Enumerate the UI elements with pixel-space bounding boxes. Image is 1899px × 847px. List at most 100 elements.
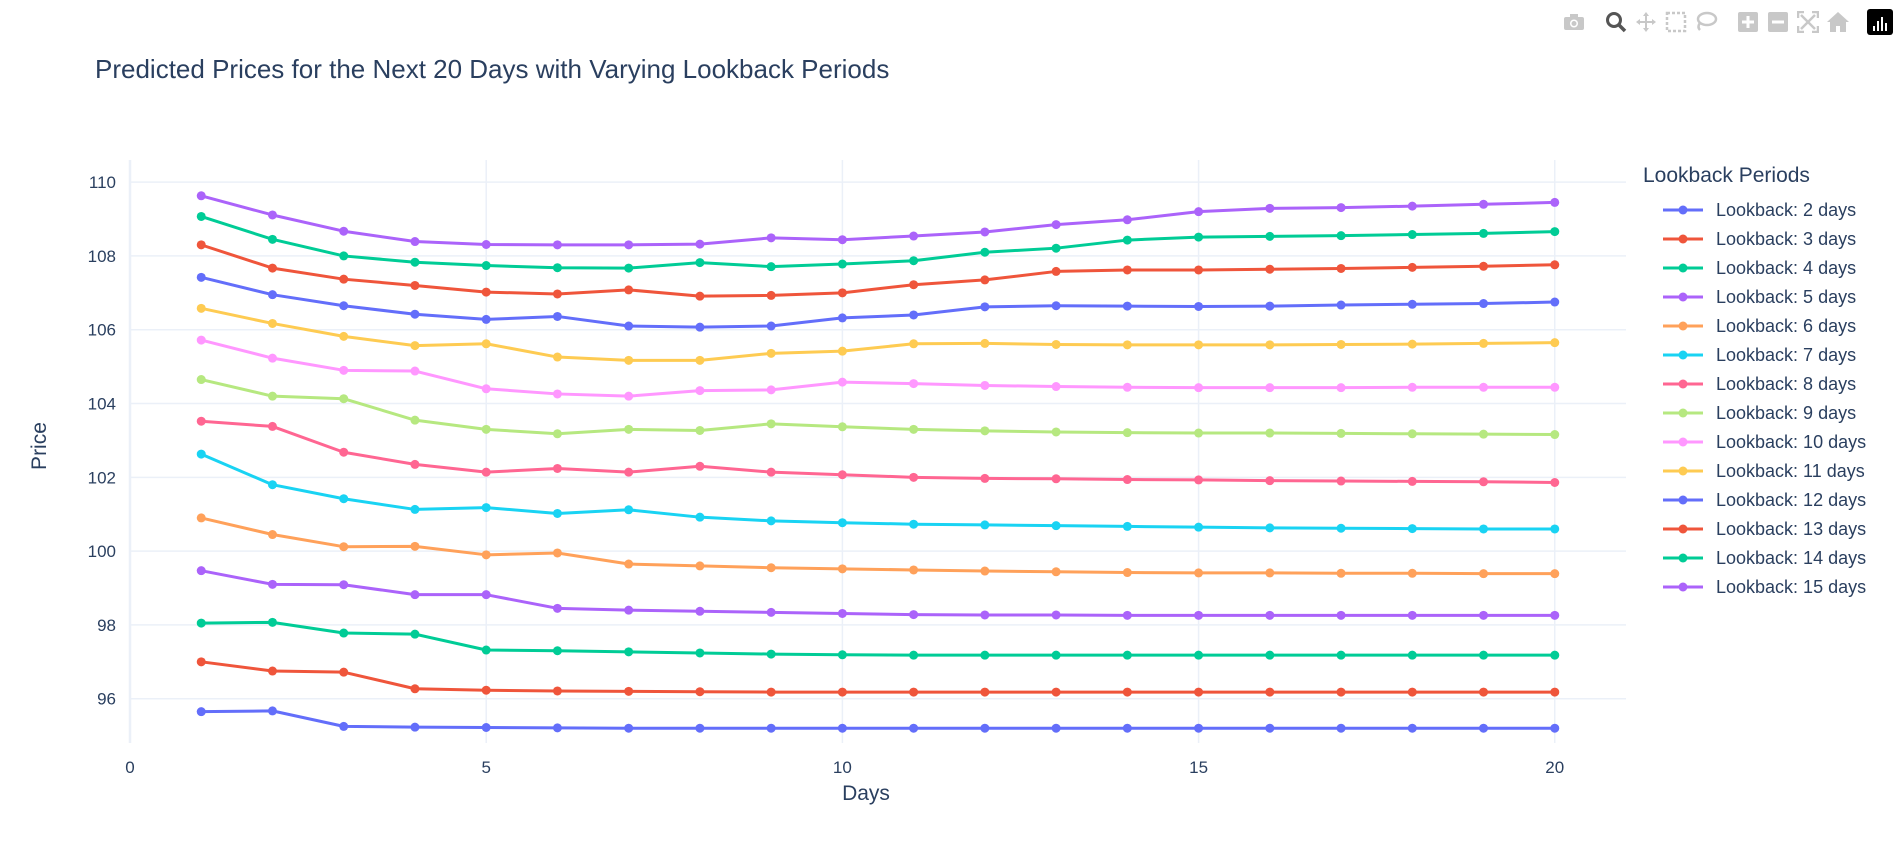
data-point[interactable] bbox=[909, 687, 919, 697]
data-point[interactable] bbox=[1336, 231, 1346, 241]
pan-icon[interactable] bbox=[1631, 8, 1661, 36]
data-point[interactable] bbox=[766, 649, 776, 659]
data-point[interactable] bbox=[410, 504, 420, 514]
data-point[interactable] bbox=[909, 424, 919, 434]
data-point[interactable] bbox=[837, 346, 847, 356]
data-point[interactable] bbox=[695, 606, 705, 616]
legend-item[interactable]: Lookback: 12 days bbox=[1663, 490, 1866, 510]
data-point[interactable] bbox=[909, 723, 919, 733]
camera-icon[interactable] bbox=[1559, 8, 1589, 36]
data-point[interactable] bbox=[1194, 340, 1204, 350]
data-point[interactable] bbox=[837, 687, 847, 697]
data-point[interactable] bbox=[481, 550, 491, 560]
data-point[interactable] bbox=[766, 563, 776, 573]
data-point[interactable] bbox=[766, 723, 776, 733]
data-point[interactable] bbox=[552, 352, 562, 362]
data-point[interactable] bbox=[410, 280, 420, 290]
data-point[interactable] bbox=[980, 566, 990, 576]
data-point[interactable] bbox=[1194, 475, 1204, 485]
data-point[interactable] bbox=[1550, 650, 1560, 660]
data-point[interactable] bbox=[1479, 610, 1489, 620]
data-point[interactable] bbox=[410, 459, 420, 469]
data-point[interactable] bbox=[837, 259, 847, 269]
data-point[interactable] bbox=[481, 685, 491, 695]
data-point[interactable] bbox=[339, 394, 349, 404]
data-point[interactable] bbox=[1479, 199, 1489, 209]
data-point[interactable] bbox=[196, 707, 206, 717]
data-point[interactable] bbox=[1407, 723, 1417, 733]
data-point[interactable] bbox=[980, 302, 990, 312]
data-point[interactable] bbox=[980, 520, 990, 530]
data-point[interactable] bbox=[766, 233, 776, 243]
data-point[interactable] bbox=[1051, 474, 1061, 484]
data-point[interactable] bbox=[196, 375, 206, 385]
data-point[interactable] bbox=[1122, 428, 1132, 438]
data-point[interactable] bbox=[410, 309, 420, 319]
data-point[interactable] bbox=[410, 237, 420, 247]
data-point[interactable] bbox=[339, 301, 349, 311]
data-point[interactable] bbox=[980, 275, 990, 285]
data-point[interactable] bbox=[837, 288, 847, 298]
data-point[interactable] bbox=[267, 706, 277, 716]
data-point[interactable] bbox=[695, 291, 705, 301]
data-point[interactable] bbox=[1407, 382, 1417, 392]
data-point[interactable] bbox=[909, 472, 919, 482]
data-point[interactable] bbox=[980, 426, 990, 436]
data-point[interactable] bbox=[980, 687, 990, 697]
data-point[interactable] bbox=[410, 341, 420, 351]
autoscale-icon[interactable] bbox=[1793, 8, 1823, 36]
data-point[interactable] bbox=[980, 650, 990, 660]
data-point[interactable] bbox=[837, 470, 847, 480]
data-point[interactable] bbox=[1265, 723, 1275, 733]
data-point[interactable] bbox=[552, 723, 562, 733]
data-point[interactable] bbox=[1479, 429, 1489, 439]
series-11[interactable] bbox=[196, 272, 1560, 332]
data-point[interactable] bbox=[1194, 232, 1204, 242]
data-point[interactable] bbox=[1407, 299, 1417, 309]
data-point[interactable] bbox=[552, 263, 562, 273]
data-point[interactable] bbox=[980, 723, 990, 733]
data-point[interactable] bbox=[1265, 383, 1275, 393]
data-point[interactable] bbox=[1265, 610, 1275, 620]
data-point[interactable] bbox=[1122, 382, 1132, 392]
data-point[interactable] bbox=[624, 605, 634, 615]
data-point[interactable] bbox=[339, 628, 349, 638]
zoom-icon[interactable] bbox=[1601, 8, 1631, 36]
data-point[interactable] bbox=[624, 686, 634, 696]
data-point[interactable] bbox=[1051, 382, 1061, 392]
data-point[interactable] bbox=[766, 419, 776, 429]
data-point[interactable] bbox=[624, 355, 634, 365]
data-point[interactable] bbox=[695, 386, 705, 396]
legend-item[interactable]: Lookback: 3 days bbox=[1663, 229, 1856, 249]
data-point[interactable] bbox=[1336, 723, 1346, 733]
data-point[interactable] bbox=[1265, 523, 1275, 533]
data-point[interactable] bbox=[695, 723, 705, 733]
data-point[interactable] bbox=[624, 285, 634, 295]
data-point[interactable] bbox=[1550, 260, 1560, 270]
data-point[interactable] bbox=[624, 647, 634, 657]
data-point[interactable] bbox=[1122, 215, 1132, 225]
data-point[interactable] bbox=[1479, 524, 1489, 534]
lasso-select-icon[interactable] bbox=[1691, 8, 1721, 36]
series-3[interactable] bbox=[196, 617, 1560, 660]
data-point[interactable] bbox=[481, 467, 491, 477]
data-point[interactable] bbox=[1407, 650, 1417, 660]
data-point[interactable] bbox=[1550, 338, 1560, 348]
data-point[interactable] bbox=[1336, 263, 1346, 273]
data-point[interactable] bbox=[1407, 262, 1417, 272]
data-point[interactable] bbox=[1122, 235, 1132, 245]
data-point[interactable] bbox=[766, 348, 776, 358]
data-point[interactable] bbox=[339, 365, 349, 375]
data-point[interactable] bbox=[410, 366, 420, 376]
legend-item[interactable]: Lookback: 13 days bbox=[1663, 519, 1866, 539]
data-point[interactable] bbox=[1265, 687, 1275, 697]
data-point[interactable] bbox=[980, 380, 990, 390]
data-point[interactable] bbox=[1336, 339, 1346, 349]
plotly-logo-icon[interactable] bbox=[1867, 9, 1893, 35]
data-point[interactable] bbox=[1122, 521, 1132, 531]
data-point[interactable] bbox=[1051, 687, 1061, 697]
data-point[interactable] bbox=[1407, 568, 1417, 578]
data-point[interactable] bbox=[1051, 427, 1061, 437]
legend-item[interactable]: Lookback: 2 days bbox=[1663, 200, 1856, 220]
data-point[interactable] bbox=[1550, 477, 1560, 487]
